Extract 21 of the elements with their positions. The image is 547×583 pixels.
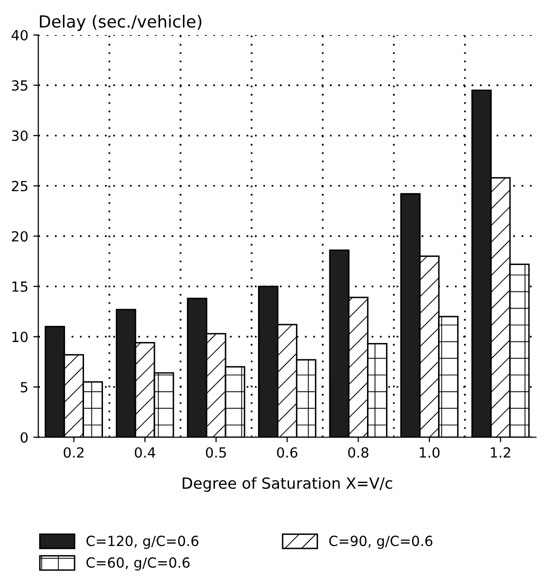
legend-label: C=120, g/C=0.6 [86, 536, 198, 549]
legend-label: C=60, g/C=0.6 [86, 557, 190, 570]
y-tick-label: 20 [12, 231, 28, 242]
y-tick-label: 5 [20, 382, 28, 392]
x-tick-label: 1.0 [420, 447, 440, 458]
x-tick-label: 1.2 [490, 447, 510, 458]
y-tick-label: 35 [12, 80, 28, 91]
y-tick-label: 40 [12, 30, 28, 40]
legend-label: C=90, g/C=0.6 [329, 536, 432, 549]
x-tick-label: 0.5 [206, 447, 226, 458]
x-tick-label: 0.6 [277, 447, 298, 458]
y-axis-title: Delay (sec./vehicle) [40, 14, 202, 31]
y-tick-label: 25 [12, 180, 28, 192]
x-tick-label: 0.4 [134, 447, 156, 458]
y-tick-label: 30 [12, 130, 28, 142]
y-tick-label: 15 [12, 282, 28, 292]
y-tick-label: 10 [12, 332, 28, 342]
y-tick-label: 0 [20, 432, 28, 443]
x-axis-title: Degree of Saturation X=V/c [182, 477, 392, 492]
x-tick-label: 0.2 [64, 447, 84, 458]
x-tick-label: 0.8 [348, 447, 368, 458]
